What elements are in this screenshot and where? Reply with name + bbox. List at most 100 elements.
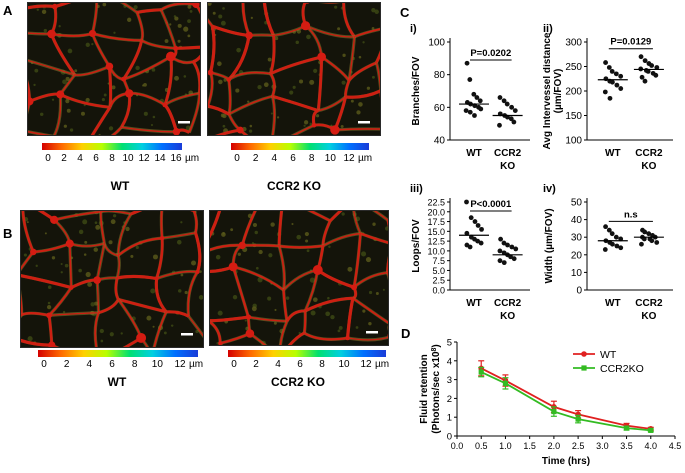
colorbar-ticks-a-ko: 0 2 4 6 8 10 12 µm (231, 153, 391, 165)
panel-label-b: B (3, 226, 13, 241)
colorbar-tick-label: 0 (45, 153, 51, 164)
data-point (501, 260, 507, 266)
y-axis-label: Avg Intervessel distance (543, 32, 553, 149)
x-tick-label: 0.5 (475, 441, 488, 451)
data-point (501, 240, 507, 246)
colorbar-tick-label: 0 (234, 153, 240, 164)
caption-a-wt: WT (110, 179, 130, 193)
y-tick-label: 15.0 (427, 227, 445, 237)
data-point (472, 113, 477, 118)
data-point (511, 256, 517, 262)
chart-sublabel: ii) (543, 23, 553, 35)
y-tick-label: 12.5 (427, 237, 445, 247)
data-point (464, 199, 469, 205)
data-point (613, 234, 619, 240)
data-point (551, 408, 557, 415)
x-axis-label: Time (hrs) (542, 456, 590, 467)
x-tick-label: 3.5 (620, 441, 633, 451)
x-tick-label: 1.0 (499, 441, 512, 451)
colorbar-tick-label: 4 (86, 359, 93, 370)
data-point (475, 223, 481, 228)
chart-sublabel: iii) (410, 183, 423, 195)
chart-d: 0 1 2 3 4 5 0.0 0.5 1.0 1.5 2.0 2.5 3.0 3.5 4.0 4.5 Time… (419, 338, 682, 468)
data-point (639, 241, 644, 247)
y-tick-label: 100 (428, 38, 445, 49)
scale-bar (358, 121, 370, 124)
colorbar-tick-label: 4 (77, 153, 83, 164)
colorbar-tick-label: 0 (41, 359, 47, 370)
colorbar-tick-label: 2 (253, 359, 259, 370)
colorbar-tick-label: 2 (252, 153, 259, 164)
y-tick-label: 10.0 (427, 246, 445, 256)
colorbar-tick-label: 12 (343, 153, 355, 164)
data-point (475, 238, 481, 244)
data-point (607, 95, 613, 101)
x-category-label: WT (605, 148, 621, 159)
data-point (509, 104, 515, 110)
y-axis-label-units: (Photons/sec x108) (431, 344, 443, 434)
data-point (497, 248, 503, 254)
chart-c-iv: iv) 0 10 20 30 40 50 Width (µm/FOV) WT CCR2 KO n.s (543, 183, 673, 322)
x-category-label: KO (641, 311, 656, 322)
caption-a-ko: CCR2 KO (266, 179, 322, 193)
y-tick-label: 100 (565, 136, 582, 147)
colorbar-a-ko (231, 143, 369, 150)
data-point (474, 95, 480, 100)
legend-marker (581, 365, 587, 371)
colorbar-unit: µm (357, 153, 373, 164)
data-point (513, 246, 519, 252)
data-point (610, 79, 615, 85)
data-point (606, 227, 612, 233)
colorbar-tick-label: 12 (360, 359, 372, 370)
data-point (642, 58, 648, 64)
data-point (508, 116, 514, 122)
data-point (464, 60, 470, 66)
y-axis-label: Fluid retention (419, 354, 430, 423)
data-point (649, 238, 655, 244)
x-category-label: CCR2 (494, 148, 522, 159)
y-tick-label: 20.0 (427, 207, 445, 217)
colorbar-tick-label: 10 (122, 153, 134, 164)
y-tick-label: 5.0 (432, 266, 445, 276)
colorbar-tick-label: 6 (109, 359, 115, 370)
data-point (467, 244, 473, 250)
series-line-ccr2ko (480, 371, 651, 432)
data-point (467, 109, 473, 115)
data-point (471, 91, 477, 97)
panel-label-d: D (401, 326, 411, 341)
colorbar-tick-label: 6 (93, 153, 99, 164)
data-point (478, 369, 484, 375)
colorbar-tick-label: 8 (308, 153, 315, 164)
data-point (642, 229, 648, 235)
data-point (463, 108, 469, 113)
colorbar-ticks-b-ko: 0 2 4 6 8 10 12 µm (228, 359, 408, 371)
chart-sublabel: iv) (543, 183, 556, 195)
y-tick-label: 300 (565, 38, 582, 49)
data-point (613, 71, 619, 77)
y-axis-label: (µm/FOV) (553, 69, 564, 114)
data-point (497, 122, 502, 128)
colorbar-tick-label: 0 (231, 359, 237, 370)
colorbar-ticks-b-wt: 0 2 4 6 8 10 12 µm (38, 359, 218, 371)
x-tick-label: 4.5 (669, 441, 682, 451)
y-tick-label: 40 (571, 215, 583, 226)
data-point (646, 231, 652, 237)
data-point (606, 65, 612, 70)
colorbar-tick-label: 6 (290, 153, 296, 164)
chart-c-ii: ii) 100 150 200 250 300 Avg Intervessel distan… (543, 23, 673, 172)
colorbar-b-wt (38, 350, 198, 357)
data-point (653, 72, 659, 78)
data-point (512, 108, 518, 113)
significance-label: n.s (624, 209, 638, 220)
data-point (511, 119, 517, 125)
data-point (618, 86, 624, 91)
data-point (477, 98, 483, 104)
colorbar-a-wt (42, 143, 182, 150)
x-tick-label: 2.5 (572, 441, 585, 451)
scale-bar (366, 331, 378, 334)
data-point (623, 425, 630, 431)
x-tick-label: 4.0 (645, 441, 658, 451)
data-point (478, 106, 484, 112)
data-point (642, 78, 648, 84)
y-axis-label: Loops/FOV (411, 219, 422, 273)
